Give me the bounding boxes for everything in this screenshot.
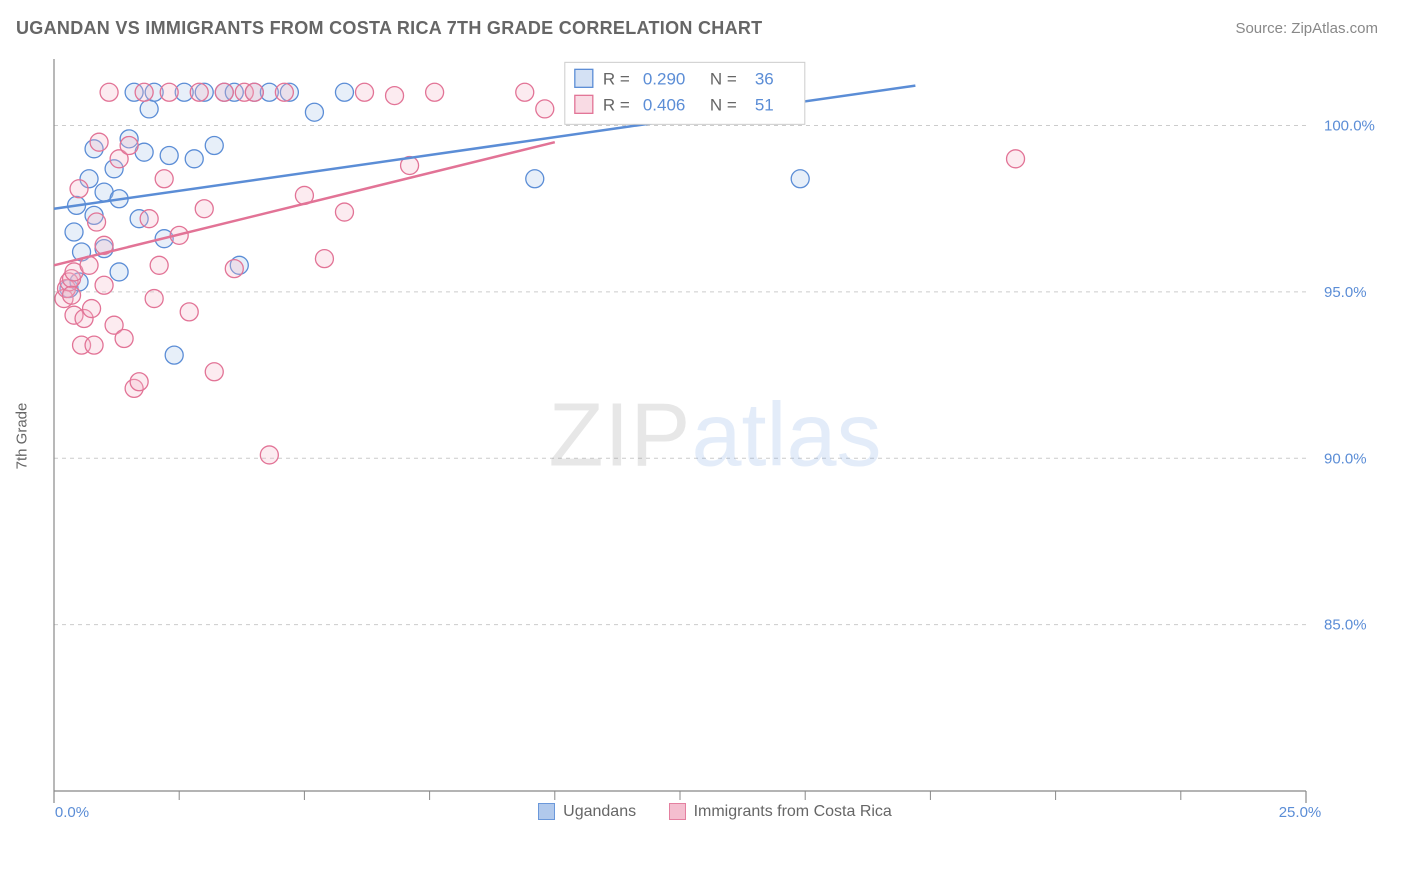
- data-point-costa_rica: [215, 83, 233, 101]
- data-point-costa_rica: [190, 83, 208, 101]
- data-point-costa_rica: [245, 83, 263, 101]
- data-point-costa_rica: [205, 363, 223, 381]
- data-point-costa_rica: [115, 329, 133, 347]
- data-point-costa_rica: [260, 446, 278, 464]
- chart-area: 7th Grade 85.0%90.0%95.0%100.0%0.0%25.0%…: [50, 53, 1380, 819]
- chart-title: UGANDAN VS IMMIGRANTS FROM COSTA RICA 7T…: [16, 18, 762, 39]
- stat-N-label: N =: [710, 69, 737, 88]
- legend-item-costa-rica: Immigrants from Costa Rica: [669, 803, 892, 821]
- stat-N-value-ugandans: 36: [755, 69, 774, 88]
- data-point-costa_rica: [95, 276, 113, 294]
- trend-line-costa_rica: [54, 142, 555, 265]
- scatter-plot: 85.0%90.0%95.0%100.0%0.0%25.0%R =0.290N …: [50, 53, 1380, 819]
- legend-label-ugandans: Ugandans: [563, 803, 636, 821]
- data-point-costa_rica: [145, 290, 163, 308]
- data-point-costa_rica: [135, 83, 153, 101]
- data-point-ugandans: [335, 83, 353, 101]
- data-point-costa_rica: [275, 83, 293, 101]
- stat-N-value-costa_rica: 51: [755, 95, 774, 114]
- data-point-costa_rica: [70, 180, 88, 198]
- data-point-ugandans: [205, 137, 223, 155]
- data-point-ugandans: [160, 146, 178, 164]
- data-point-costa_rica: [160, 83, 178, 101]
- chart-legend: Ugandans Immigrants from Costa Rica: [50, 803, 1380, 826]
- data-point-costa_rica: [63, 286, 81, 304]
- data-point-costa_rica: [100, 83, 118, 101]
- data-point-ugandans: [165, 346, 183, 364]
- data-point-costa_rica: [150, 256, 168, 274]
- data-point-costa_rica: [90, 133, 108, 151]
- chart-header: UGANDAN VS IMMIGRANTS FROM COSTA RICA 7T…: [0, 0, 1406, 53]
- data-point-ugandans: [526, 170, 544, 188]
- y-tick-label: 95.0%: [1324, 284, 1367, 301]
- stat-R-label: R =: [603, 69, 630, 88]
- data-point-costa_rica: [536, 100, 554, 118]
- data-point-ugandans: [185, 150, 203, 168]
- legend-item-ugandans: Ugandans: [538, 803, 636, 821]
- data-point-costa_rica: [225, 260, 243, 278]
- data-point-costa_rica: [195, 200, 213, 218]
- data-point-ugandans: [140, 100, 158, 118]
- data-point-costa_rica: [516, 83, 534, 101]
- stat-swatch-costa_rica: [575, 95, 593, 113]
- y-tick-label: 100.0%: [1324, 118, 1375, 135]
- y-tick-label: 90.0%: [1324, 450, 1367, 467]
- stat-swatch-ugandans: [575, 69, 593, 87]
- y-axis-label: 7th Grade: [14, 403, 31, 470]
- data-point-ugandans: [791, 170, 809, 188]
- data-point-costa_rica: [426, 83, 444, 101]
- data-point-costa_rica: [85, 336, 103, 354]
- stat-R-value-ugandans: 0.290: [643, 69, 686, 88]
- data-point-costa_rica: [130, 373, 148, 391]
- legend-label-costa-rica: Immigrants from Costa Rica: [694, 803, 892, 821]
- data-point-costa_rica: [180, 303, 198, 321]
- chart-source: Source: ZipAtlas.com: [1235, 20, 1378, 37]
- stat-R-value-costa_rica: 0.406: [643, 95, 686, 114]
- data-point-costa_rica: [1007, 150, 1025, 168]
- data-point-costa_rica: [155, 170, 173, 188]
- data-point-costa_rica: [120, 137, 138, 155]
- data-point-costa_rica: [335, 203, 353, 221]
- data-point-costa_rica: [83, 300, 101, 318]
- legend-swatch-costa-rica: [669, 803, 686, 820]
- data-point-costa_rica: [355, 83, 373, 101]
- y-tick-label: 85.0%: [1324, 617, 1367, 634]
- data-point-costa_rica: [140, 210, 158, 228]
- data-point-ugandans: [110, 263, 128, 281]
- data-point-costa_rica: [315, 250, 333, 268]
- data-point-costa_rica: [88, 213, 106, 231]
- stat-R-label: R =: [603, 95, 630, 114]
- data-point-ugandans: [65, 223, 83, 241]
- data-point-costa_rica: [386, 87, 404, 105]
- data-point-ugandans: [305, 103, 323, 121]
- stat-N-label: N =: [710, 95, 737, 114]
- legend-swatch-ugandans: [538, 803, 555, 820]
